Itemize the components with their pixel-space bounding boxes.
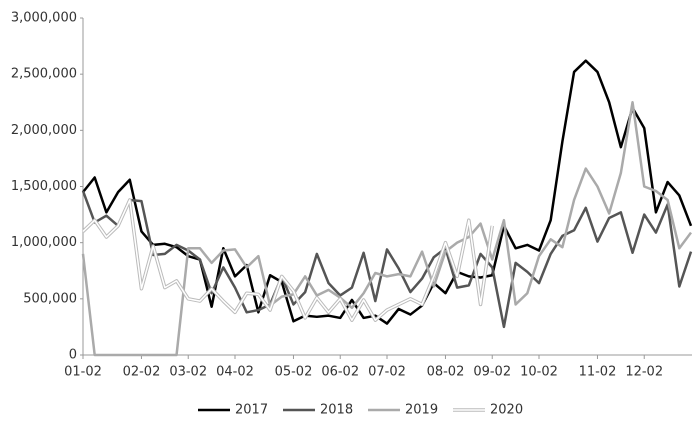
y-tick-label: 1,000,000 <box>11 235 77 250</box>
legend-label: 2018 <box>320 403 353 418</box>
series-line <box>81 190 693 329</box>
series-line <box>82 199 493 321</box>
x-tick-label: 02-02 <box>123 365 161 380</box>
x-tick-label: 05-02 <box>275 365 313 380</box>
y-tick-label: 2,500,000 <box>11 67 77 82</box>
x-tick-label: 04-02 <box>216 365 254 380</box>
x-tick-label: 10-02 <box>520 365 558 380</box>
y-tick-label: 3,000,000 <box>11 11 77 26</box>
x-tick-label: 12-02 <box>625 365 663 380</box>
y-tick-label: 1,500,000 <box>11 179 77 194</box>
x-tick-label: 11-02 <box>579 365 617 380</box>
legend-label: 2019 <box>405 403 438 418</box>
x-tick-label: 08-02 <box>427 365 465 380</box>
y-tick-label: 0 <box>69 348 77 363</box>
series-line <box>82 59 693 325</box>
x-tick-label: 06-02 <box>321 365 359 380</box>
legend-label: 2017 <box>235 403 268 418</box>
x-tick-label: 03-02 <box>169 365 207 380</box>
legend-label: 2020 <box>490 403 523 418</box>
y-tick-label: 500,000 <box>23 291 77 306</box>
x-tick-label: 09-02 <box>473 365 511 380</box>
x-tick-label: 01-02 <box>64 365 102 380</box>
y-tick-label: 2,000,000 <box>11 123 77 138</box>
series-line <box>81 101 693 357</box>
x-tick-label: 07-02 <box>368 365 406 380</box>
